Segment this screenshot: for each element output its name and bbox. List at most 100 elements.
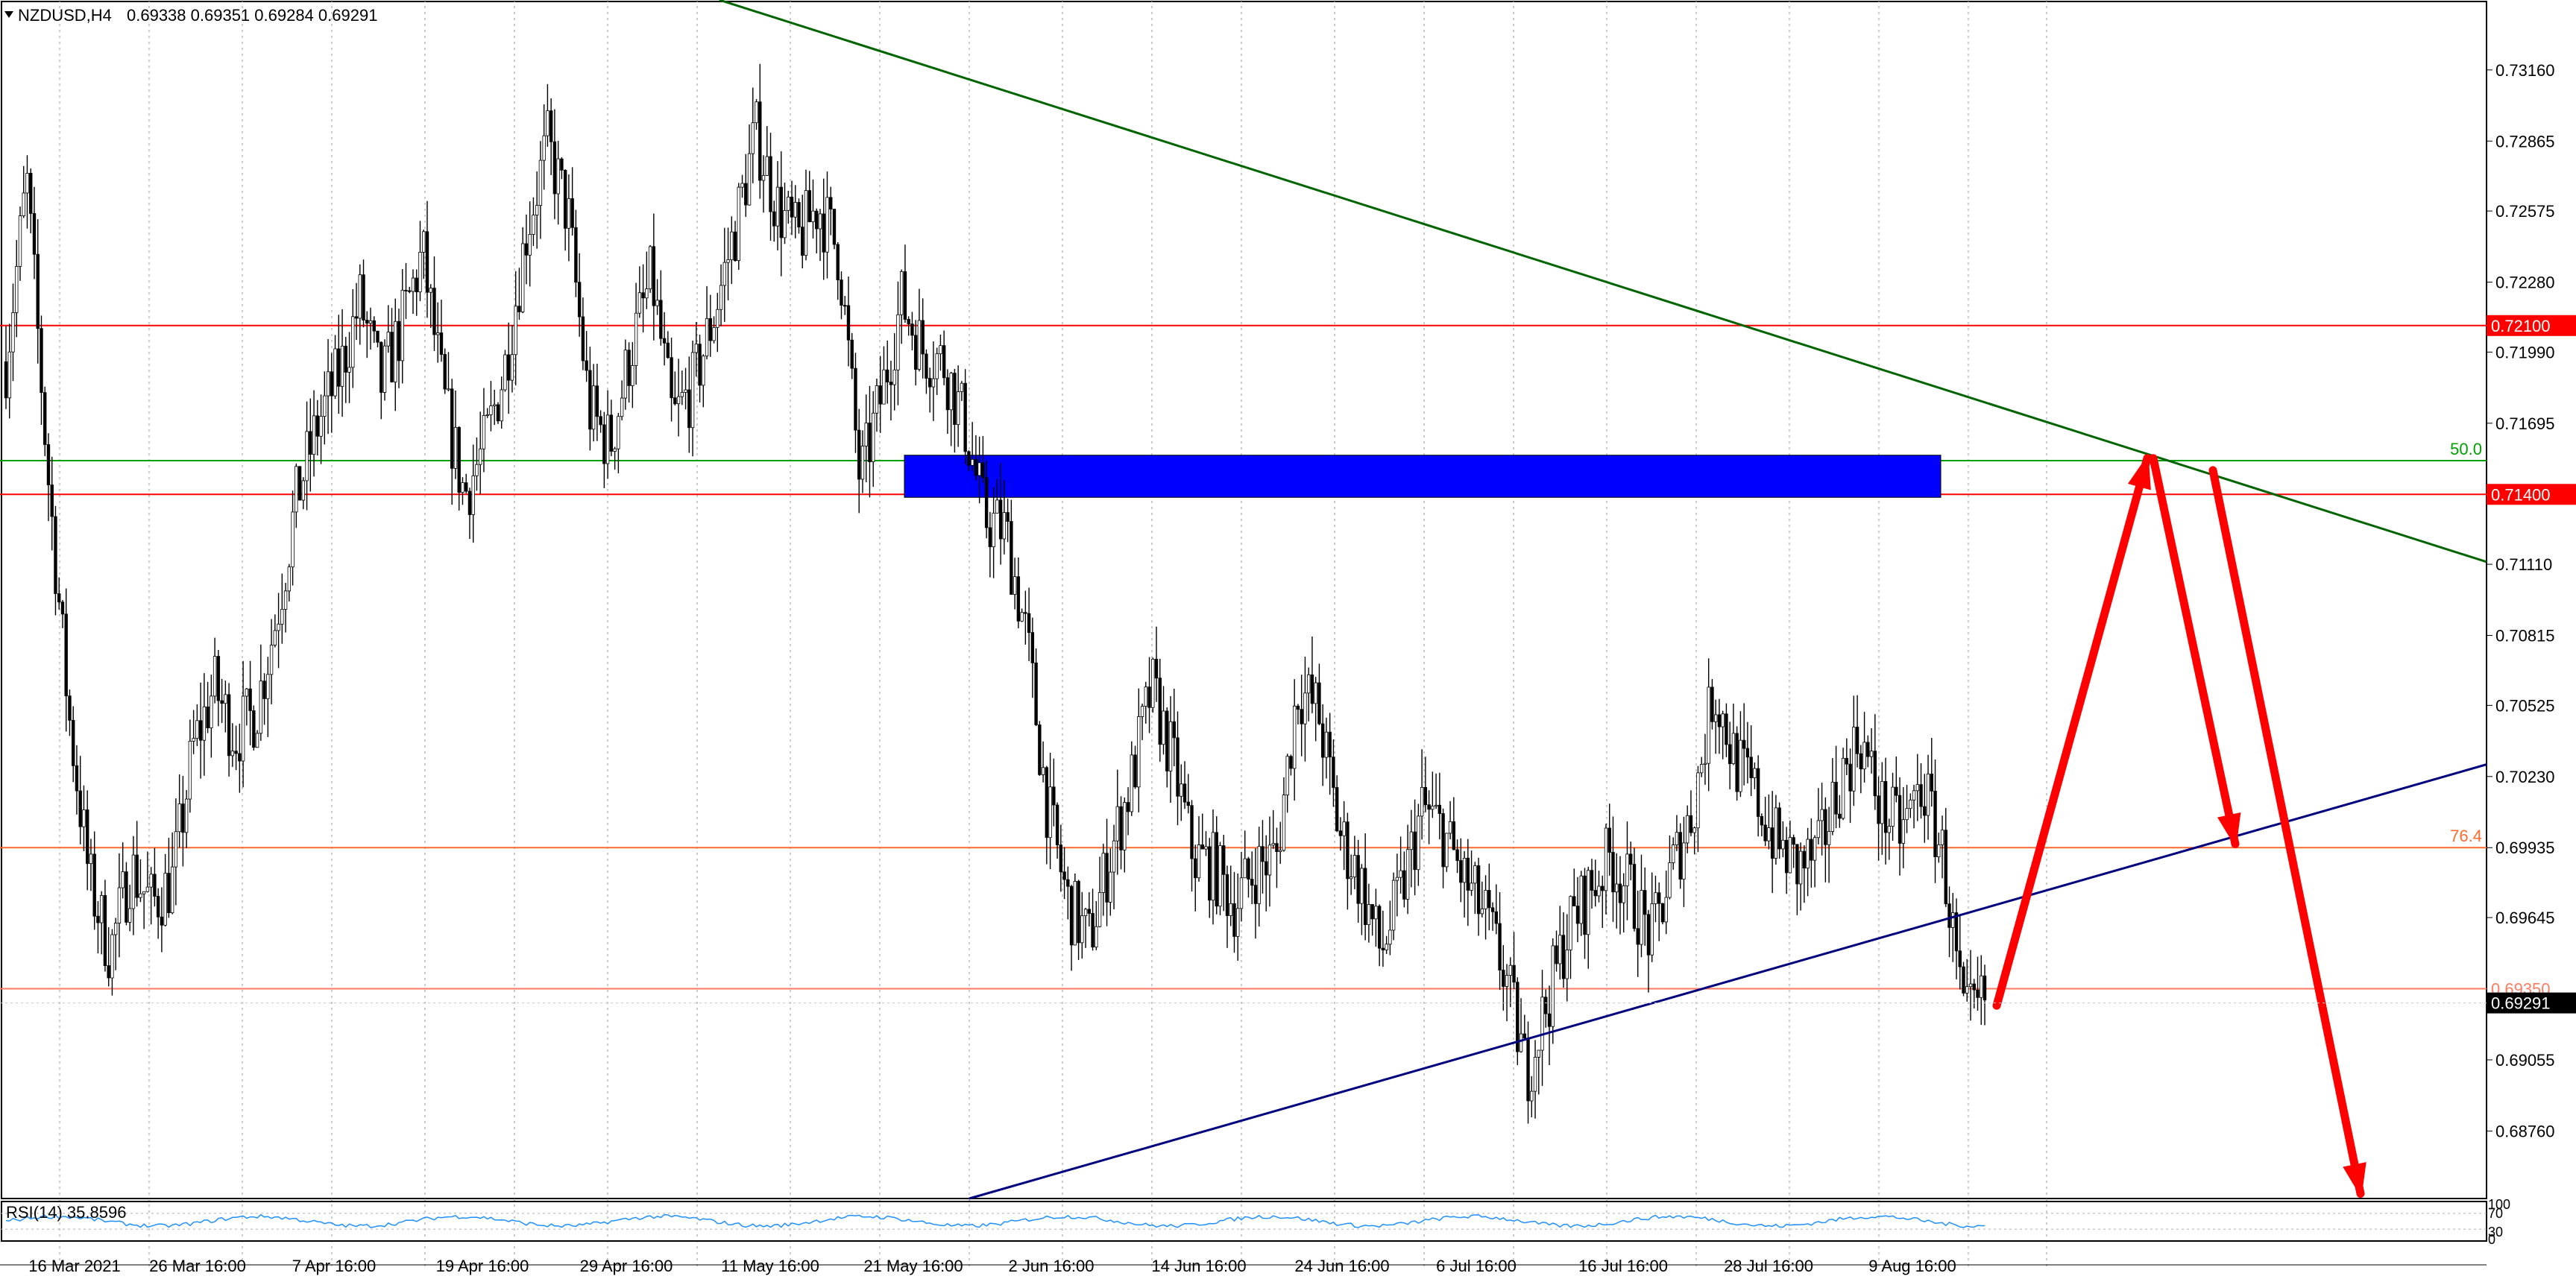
candle-body xyxy=(712,326,716,341)
price-tick-label: 0.71990 xyxy=(2495,343,2555,361)
candle-body xyxy=(1154,658,1159,679)
candle-body xyxy=(1342,821,1346,836)
descending-trendline xyxy=(719,0,2487,563)
current-price-tag-label: 0.69291 xyxy=(2491,994,2551,1013)
candle-body xyxy=(1972,983,1976,991)
candle-body xyxy=(538,160,543,206)
candle-body xyxy=(761,175,766,181)
candle-body xyxy=(415,277,418,293)
rsi-label: RSI(14) 35.8596 xyxy=(6,1203,126,1222)
candle-body xyxy=(202,706,207,741)
candle-body xyxy=(1615,883,1619,893)
candle-body xyxy=(170,866,174,914)
candle-body xyxy=(1569,896,1572,950)
candle-body xyxy=(910,323,914,336)
price-axis: 0.73160 0.72865 0.72575 0.72280 0.71990 0.716… xyxy=(0,61,2576,1140)
candle-body xyxy=(1484,890,1487,909)
candle-body xyxy=(103,895,107,966)
chart-header: NZDUSD,H4 0.69338 0.69351 0.69284 0.6929… xyxy=(4,6,377,25)
candle-body xyxy=(192,738,195,742)
candle-body xyxy=(436,332,440,335)
candle-body xyxy=(32,213,37,255)
candle-body xyxy=(315,415,320,437)
candle-body xyxy=(1915,784,1919,792)
price-tick-label: 0.72280 xyxy=(2495,274,2555,292)
candle-body xyxy=(439,332,444,355)
candle-body xyxy=(1222,845,1226,875)
candle-body xyxy=(1441,813,1445,868)
candle-body xyxy=(1983,975,1987,1001)
candle-body xyxy=(1137,716,1141,788)
candle-body xyxy=(850,339,854,369)
candle-body xyxy=(797,202,801,228)
candle-body xyxy=(1225,874,1229,916)
candle-body xyxy=(184,798,189,833)
candle-body xyxy=(730,231,734,260)
candle-body xyxy=(1427,804,1431,810)
candle-body xyxy=(514,306,517,356)
candle-body xyxy=(277,623,280,631)
candle-body xyxy=(1066,879,1070,887)
candle-body xyxy=(1367,904,1371,926)
candle-body xyxy=(1034,662,1038,725)
candle-body xyxy=(846,305,851,341)
candle-body xyxy=(1930,773,1933,792)
candle-body xyxy=(623,350,628,399)
candle-body xyxy=(461,482,465,493)
candle-body xyxy=(206,706,210,728)
candle-body xyxy=(1713,714,1718,722)
candle-body xyxy=(1561,935,1566,979)
candle-body xyxy=(917,320,922,370)
candle-body xyxy=(690,352,695,429)
candle-body xyxy=(829,197,833,209)
candle-body xyxy=(1431,806,1435,810)
candle-body xyxy=(1968,983,1973,988)
candle-body xyxy=(72,719,75,766)
candle-body xyxy=(645,288,649,299)
candle-body xyxy=(1547,1013,1552,1027)
candle-body xyxy=(702,356,705,386)
candle-body xyxy=(1162,710,1165,745)
candle-body xyxy=(1182,783,1187,803)
candle-body xyxy=(376,330,380,343)
candle-body xyxy=(1236,908,1240,937)
candle-body xyxy=(1080,915,1084,944)
candle-body xyxy=(570,198,574,228)
candle-body xyxy=(1516,982,1520,1052)
candle-body xyxy=(25,173,29,194)
candle-body xyxy=(1374,906,1378,920)
candle-body xyxy=(1792,837,1795,845)
candle-body xyxy=(726,259,730,263)
candle-body xyxy=(1200,844,1204,850)
candle-body xyxy=(1253,885,1258,904)
candle-body xyxy=(1352,855,1357,877)
candle-body xyxy=(188,740,192,800)
candle-body xyxy=(1232,903,1236,937)
rsi-frame xyxy=(1,1201,2487,1242)
candle-body xyxy=(1880,780,1884,824)
candle-body xyxy=(1625,853,1629,886)
candle-body xyxy=(581,316,585,361)
candle-body xyxy=(1409,831,1414,850)
candle-body xyxy=(447,388,450,391)
candle-body xyxy=(127,908,132,923)
candle-body xyxy=(641,292,645,299)
candle-body xyxy=(40,328,43,394)
candle-body xyxy=(1692,827,1696,833)
candle-body xyxy=(149,874,153,888)
candle-body xyxy=(790,196,794,218)
candle-body xyxy=(1739,739,1742,792)
candle-body xyxy=(139,893,142,898)
chart-dropdown-icon[interactable] xyxy=(4,11,13,18)
symbol-label: NZDUSD,H4 xyxy=(18,6,112,25)
candle-body xyxy=(1423,786,1428,806)
candle-body xyxy=(1498,923,1502,970)
vertical-grid xyxy=(1,0,2487,1267)
candle-body xyxy=(549,110,553,142)
candle-body xyxy=(425,231,429,293)
candle-body xyxy=(1385,944,1388,950)
candle-body xyxy=(1218,845,1222,907)
fib-level-label: 76.4 xyxy=(2450,827,2482,845)
candle-body xyxy=(1763,824,1767,841)
